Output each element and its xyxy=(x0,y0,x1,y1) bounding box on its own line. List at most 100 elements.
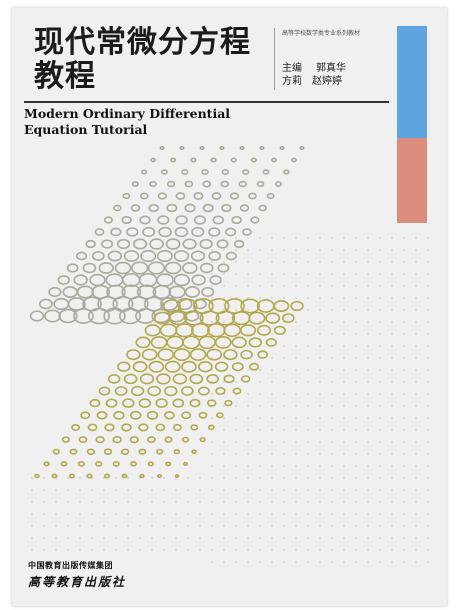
pattern-dot xyxy=(402,524,406,528)
pattern-dot xyxy=(198,548,202,552)
pattern-dot xyxy=(342,512,346,516)
pattern-circle-olive xyxy=(240,349,253,360)
author-names: 方莉 赵婷婷 xyxy=(282,76,342,87)
pattern-dot xyxy=(366,512,370,516)
pattern-circle-olive xyxy=(34,473,40,479)
pattern-circle-gray xyxy=(211,192,222,200)
pattern-dot xyxy=(234,476,238,480)
pattern-circle-gray xyxy=(182,238,197,250)
pattern-dot xyxy=(294,380,298,384)
pattern-dot xyxy=(366,404,370,408)
pattern-circle-olive xyxy=(159,323,178,338)
pattern-circle-olive xyxy=(103,473,111,479)
pattern-dot xyxy=(402,560,406,564)
pattern-dot xyxy=(258,272,262,276)
pattern-dot xyxy=(270,536,274,540)
pattern-dot xyxy=(330,308,334,312)
pattern-dot xyxy=(222,320,226,324)
pattern-dot xyxy=(138,500,142,504)
pattern-dot xyxy=(354,536,358,540)
pattern-dot xyxy=(366,248,370,252)
pattern-circle-olive xyxy=(157,348,175,361)
pattern-circle-gray xyxy=(160,169,168,175)
pattern-dot xyxy=(90,524,94,528)
pattern-dot xyxy=(354,452,358,456)
pattern-dot xyxy=(378,428,382,432)
pattern-circle-olive xyxy=(156,448,164,455)
pattern-dot xyxy=(402,380,406,384)
pattern-circle-olive xyxy=(164,411,175,420)
pattern-dot xyxy=(402,512,406,516)
pattern-dot xyxy=(174,500,178,504)
author-block: 主编 郭真华 方莉 赵婷婷 xyxy=(282,62,346,88)
pattern-dot xyxy=(162,512,166,516)
pattern-circle-olive xyxy=(223,323,242,338)
pattern-dot xyxy=(294,272,298,276)
pattern-dot xyxy=(330,452,334,456)
pattern-dot xyxy=(282,560,286,564)
pattern-dot xyxy=(390,320,394,324)
pattern-dot xyxy=(366,260,370,264)
pattern-dot xyxy=(318,512,322,516)
pattern-dot xyxy=(114,512,118,516)
pattern-dot xyxy=(402,320,406,324)
pattern-dot xyxy=(198,500,202,504)
pattern-dot xyxy=(222,284,226,288)
pattern-dot xyxy=(354,440,358,444)
pattern-dot xyxy=(222,464,226,468)
pattern-dot xyxy=(354,332,358,336)
pattern-dot xyxy=(342,284,346,288)
pattern-circle-gray xyxy=(208,227,221,237)
pattern-dot xyxy=(426,524,430,528)
pattern-dot xyxy=(426,440,430,444)
pattern-circle-gray xyxy=(132,238,148,250)
pattern-circle-gray xyxy=(166,203,178,213)
pattern-circle-gray xyxy=(191,274,206,286)
pattern-dot xyxy=(390,260,394,264)
pattern-circle-gray xyxy=(88,307,110,325)
pattern-dot xyxy=(270,500,274,504)
pattern-circle-gray xyxy=(170,157,177,163)
pattern-dot xyxy=(258,248,262,252)
pattern-dot xyxy=(330,284,334,288)
pattern-dot xyxy=(378,308,382,312)
pattern-dot xyxy=(138,512,142,516)
pattern-circle-olive xyxy=(265,337,277,347)
pattern-dot xyxy=(282,512,286,516)
pattern-dot xyxy=(354,248,358,252)
publisher-block: 中国教育出版传媒集团 高等教育出版社 xyxy=(28,560,126,590)
pattern-dot xyxy=(378,368,382,372)
pattern-dot xyxy=(366,548,370,552)
pattern-circle-gray xyxy=(199,262,214,274)
pattern-dot xyxy=(354,380,358,384)
pattern-dot xyxy=(390,560,394,564)
pattern-circle-gray xyxy=(149,180,157,188)
pattern-dot xyxy=(366,272,370,276)
pattern-dot xyxy=(366,368,370,372)
pattern-dot xyxy=(102,524,106,528)
pattern-dot xyxy=(414,440,418,444)
pattern-dot xyxy=(306,524,310,528)
pattern-dot xyxy=(330,392,334,396)
pattern-dot xyxy=(150,512,154,516)
pattern-circle-gray xyxy=(164,261,182,275)
pattern-dot xyxy=(378,380,382,384)
pattern-dot xyxy=(390,368,394,372)
pattern-dot xyxy=(366,320,370,324)
pattern-dot xyxy=(258,236,262,240)
pattern-dot xyxy=(246,476,250,480)
pattern-dot xyxy=(162,536,166,540)
pattern-dot xyxy=(390,416,394,420)
pattern-dot xyxy=(162,500,166,504)
pattern-dot xyxy=(306,560,310,564)
pattern-dot xyxy=(342,488,346,492)
pattern-dot xyxy=(294,368,298,372)
pattern-dot xyxy=(234,440,238,444)
pattern-circle-olive xyxy=(216,412,224,419)
pattern-dot xyxy=(390,464,394,468)
pattern-dot xyxy=(402,272,406,276)
pattern-dot xyxy=(258,488,262,492)
pattern-circle-gray xyxy=(150,157,156,163)
pattern-dot xyxy=(258,464,262,468)
pattern-dot xyxy=(378,560,382,564)
